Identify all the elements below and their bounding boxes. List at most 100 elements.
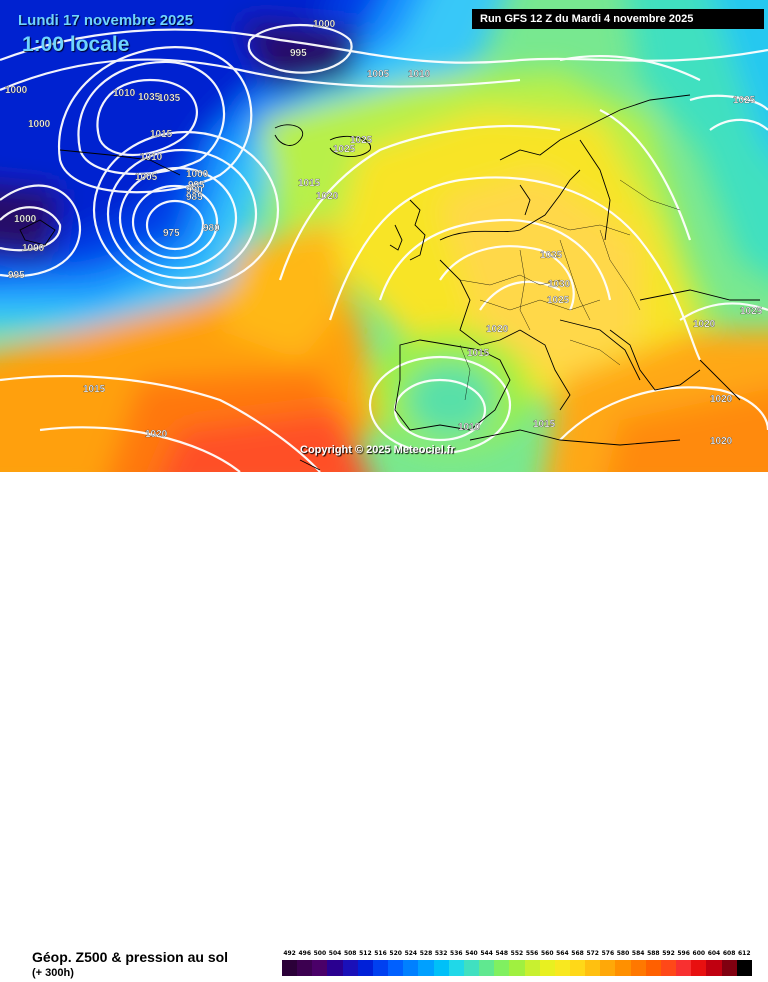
legend-label: 492 (283, 950, 296, 957)
color-legend: 492 496 500 504 508 512 516 520 524 528 532 536 540 5… (282, 948, 752, 982)
pressure-label: 980 (203, 223, 220, 234)
legend-swatch (554, 960, 570, 976)
pressure-label: 1035 (540, 250, 563, 261)
pressure-label: 1005 (135, 172, 158, 183)
pressure-label: 995 (290, 48, 307, 59)
legend-swatch (721, 960, 737, 976)
legend-label: 596 (677, 950, 690, 957)
legend-label: 532 (434, 950, 448, 957)
legend-swatch (448, 960, 464, 976)
pressure-label: 1025 (733, 95, 756, 106)
legend-swatch (282, 960, 298, 976)
legend-swatch (539, 960, 555, 976)
pressure-label: 1020 (710, 394, 733, 405)
pressure-label: 1035 (158, 93, 181, 104)
pressure-label: 995 (188, 180, 205, 191)
legend-swatch (569, 960, 586, 976)
legend-swatch (509, 960, 525, 976)
pressure-label: 975 (163, 228, 180, 239)
legend-swatch (660, 960, 677, 976)
legend-label: 520 (389, 950, 402, 957)
pressure-label: 1000 (28, 119, 51, 130)
pressure-label: 1025 (740, 306, 763, 317)
legend-label: 536 (450, 950, 463, 957)
legend-label: 580 (616, 950, 630, 957)
legend-label: 496 (298, 950, 311, 957)
pressure-label: 1000 (22, 243, 45, 254)
legend-label: 604 (707, 950, 721, 957)
copyright: Copyright © 2025 Meteociel.fr (300, 444, 455, 456)
pressure-label: 1000 (313, 19, 336, 30)
legend-label: 556 (525, 950, 539, 957)
pressure-label: 1005 (367, 69, 390, 80)
legend-swatch (706, 960, 722, 976)
legend-label: 612 (738, 950, 751, 957)
legend-label: 576 (601, 950, 615, 957)
legend-label: 504 (328, 950, 342, 957)
legend-swatch (372, 960, 389, 976)
forecast-date: Lundi 17 novembre 2025 (18, 12, 194, 29)
pressure-label: 1035 (138, 92, 161, 103)
legend-label: 540 (465, 950, 478, 957)
footer: Géop. Z500 & pression au sol (+ 300h) 49… (0, 472, 768, 979)
legend-label: 588 (647, 950, 660, 957)
pressure-label: 1000 (186, 169, 209, 180)
pressure-label: 990 (186, 185, 203, 196)
pressure-label: 1010 (458, 422, 481, 433)
country-borders (459, 179, 681, 401)
pressure-label: 1020 (316, 191, 339, 202)
legend-labels: 492 496 500 504 508 512 516 520 524 528 532 536 540 5… (282, 948, 752, 960)
legend-label: 592 (662, 950, 675, 957)
pressure-label: 1010 (113, 88, 136, 99)
legend-swatch (585, 960, 601, 976)
legend-swatch (691, 960, 707, 976)
pressure-label: 1015 (83, 384, 106, 395)
legend-swatch (342, 960, 358, 976)
legend-label: 608 (722, 950, 736, 957)
legend-swatch (676, 960, 692, 976)
isobar-lines (0, 24, 768, 472)
pressure-label: 1020 (145, 429, 168, 440)
parameter-title: Géop. Z500 & pression au sol (32, 949, 229, 965)
pressure-label: 995 (8, 270, 25, 281)
legend-label: 600 (692, 950, 706, 957)
legend-swatch (403, 960, 419, 976)
legend-swatch (297, 960, 313, 976)
legend-label: 568 (571, 950, 584, 957)
pressure-label: 1000 (14, 214, 37, 225)
pressure-label: 1025 (333, 144, 356, 155)
legend-swatch (433, 960, 449, 976)
pressure-label: 1020 (710, 436, 733, 447)
legend-label: 584 (631, 950, 645, 957)
pressure-label: 1030 (548, 279, 571, 290)
legend-label: 544 (480, 950, 493, 957)
pressure-label: 1010 (408, 69, 431, 80)
legend-swatch (736, 960, 752, 976)
legend-swatch (388, 960, 404, 976)
legend-swatch (479, 960, 495, 976)
pressure-label: 1010 (140, 152, 163, 163)
pressure-label: 1015 (467, 348, 490, 359)
lead-time: (+ 300h) (32, 967, 74, 979)
pressure-label: 1020 (486, 324, 509, 335)
legend-swatch (524, 960, 540, 976)
pressure-label: 1000 (5, 85, 28, 96)
legend-swatch (418, 960, 434, 976)
pressure-label: 1025 (350, 135, 373, 146)
legend-label: 516 (374, 950, 387, 957)
legend-label: 512 (359, 950, 372, 957)
legend-label: 524 (404, 950, 418, 957)
pressure-label: 1015 (298, 178, 321, 189)
pressure-label: 985 (186, 192, 203, 203)
legend-swatch (645, 960, 661, 976)
legend-label: 560 (540, 950, 554, 957)
legend-swatch (327, 960, 343, 976)
legend-swatch (312, 960, 328, 976)
legend-label: 572 (586, 950, 599, 957)
run-info: Run GFS 12 Z du Mardi 4 novembre 2025 (472, 9, 764, 29)
legend-swatch (494, 960, 510, 976)
legend-swatch (630, 960, 646, 976)
pressure-label: 1015 (533, 419, 556, 430)
